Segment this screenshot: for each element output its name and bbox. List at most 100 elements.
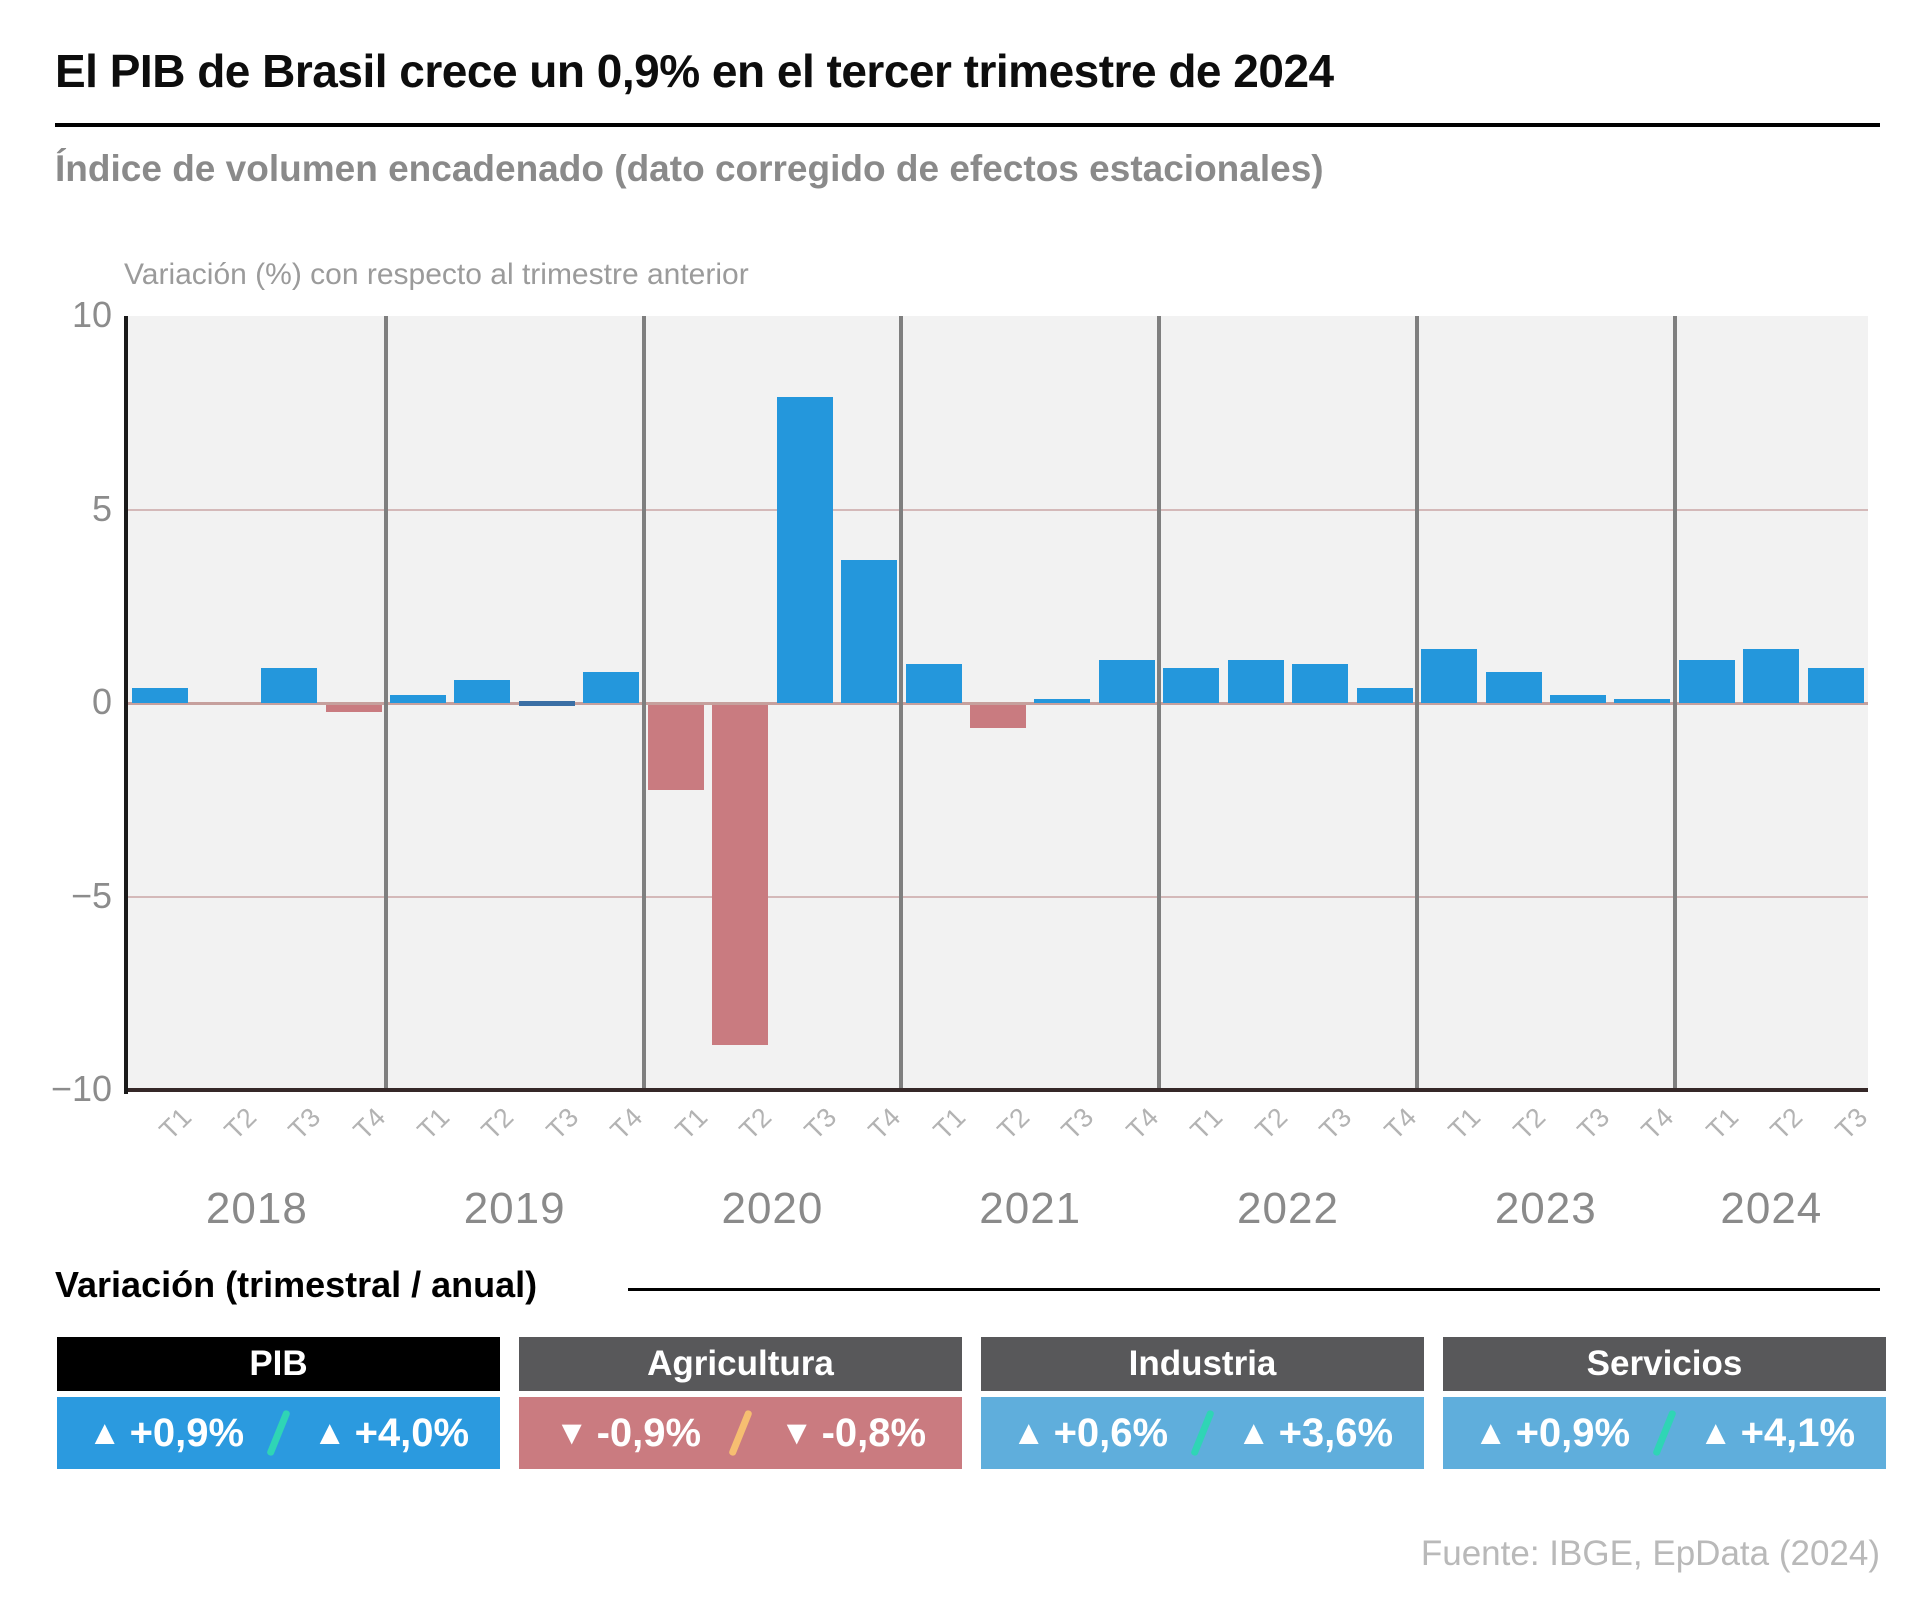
x-tick-2020-T2: T2 bbox=[733, 1102, 778, 1146]
legend-card-pib: PIB ▲ +0,9% ▲ +4,0% bbox=[57, 1337, 500, 1469]
x-tick-2022-T4: T4 bbox=[1378, 1102, 1422, 1146]
slash-separator-icon bbox=[1652, 1409, 1677, 1457]
industria-annual-value: +3,6% bbox=[1278, 1410, 1394, 1455]
agricultura-annual-value: -0,8% bbox=[821, 1410, 927, 1455]
x-tick-2019-T1: T1 bbox=[411, 1102, 456, 1146]
bar-2021-T3 bbox=[1034, 699, 1091, 703]
agricultura-quarterly-change: ▼ -0,9% bbox=[555, 1411, 701, 1456]
bar-2021-T1 bbox=[905, 664, 962, 703]
servicios-annual-change: ▲ +4,1% bbox=[1699, 1411, 1855, 1456]
legend-card-header-servicios: Servicios bbox=[1443, 1337, 1886, 1391]
legend-card-servicios: Servicios ▲ +0,9% ▲ +4,1% bbox=[1443, 1337, 1886, 1469]
down-triangle-icon: ▼ bbox=[779, 1414, 814, 1452]
agricultura-quarterly-value: -0,9% bbox=[596, 1410, 702, 1455]
slash-separator-icon bbox=[266, 1409, 291, 1457]
servicios-quarterly-value: +0,9% bbox=[1515, 1410, 1631, 1455]
up-triangle-icon: ▲ bbox=[87, 1414, 122, 1452]
y-tick--5: −5 bbox=[70, 874, 112, 916]
legend-title: Variación (trimestral / anual) bbox=[55, 1264, 538, 1305]
x-tick-2021-T2: T2 bbox=[991, 1102, 1036, 1146]
industria-quarterly-change: ▲ +0,6% bbox=[1012, 1411, 1168, 1456]
legend-card-header-pib: PIB bbox=[57, 1337, 500, 1391]
bar-2021-T2 bbox=[970, 704, 1026, 728]
bar-2022-T4 bbox=[1356, 687, 1413, 703]
legend-card-industria: Industria ▲ +0,6% ▲ +3,6% bbox=[981, 1337, 1424, 1469]
y-tick-10: 10 bbox=[71, 294, 112, 335]
year-separator bbox=[641, 316, 646, 1090]
slash-separator-icon bbox=[728, 1409, 753, 1457]
page-title: El PIB de Brasil crece un 0,9% en el ter… bbox=[55, 45, 1334, 97]
y-axis-line bbox=[124, 316, 128, 1094]
legend-card-agricultura: Agricultura ▼ -0,9% ▼ -0,8% bbox=[519, 1337, 962, 1469]
servicios-quarterly-change: ▲ +0,9% bbox=[1474, 1411, 1630, 1456]
bar-2020-T2 bbox=[712, 704, 769, 1046]
page-subtitle: Índice de volumen encadenado (dato corre… bbox=[55, 148, 1324, 189]
x-tick-2018-T3: T3 bbox=[282, 1102, 327, 1146]
x-tick-2019-T3: T3 bbox=[540, 1102, 585, 1146]
bar-2018-T4 bbox=[325, 704, 382, 713]
source-credit: Fuente: IBGE, EpData (2024) bbox=[1420, 1534, 1880, 1573]
x-tick-2023-T2: T2 bbox=[1507, 1102, 1551, 1146]
year-separator bbox=[899, 316, 904, 1090]
pib-annual-value: +4,0% bbox=[354, 1410, 470, 1455]
slash-separator-icon bbox=[1190, 1409, 1215, 1457]
bar-2018-T3 bbox=[261, 668, 318, 703]
x-tick-2023-T1: T1 bbox=[1442, 1102, 1487, 1146]
agricultura-annual-change: ▼ -0,8% bbox=[780, 1411, 926, 1456]
x-tick-2024-T1: T1 bbox=[1700, 1102, 1745, 1146]
year-separator bbox=[383, 316, 388, 1090]
bar-2023-T2 bbox=[1485, 672, 1542, 703]
legend-card-values-servicios: ▲ +0,9% ▲ +4,1% bbox=[1443, 1397, 1886, 1469]
down-triangle-icon: ▼ bbox=[554, 1414, 589, 1452]
bar-2023-T4 bbox=[1614, 699, 1671, 703]
x-tick-2018-T4: T4 bbox=[347, 1102, 391, 1146]
bar-chart-plot-area bbox=[128, 316, 1868, 1092]
gridline-5 bbox=[128, 508, 1868, 511]
x-tick-2018-T2: T2 bbox=[218, 1102, 262, 1146]
x-tick-2020-T1: T1 bbox=[669, 1102, 713, 1146]
pib-quarterly-change: ▲ +0,9% bbox=[88, 1411, 244, 1456]
legend-card-header-agricultura: Agricultura bbox=[519, 1337, 962, 1391]
bar-2022-T1 bbox=[1163, 668, 1220, 703]
year-label-2018: 2018 bbox=[205, 1184, 308, 1233]
year-label-2021: 2021 bbox=[979, 1184, 1082, 1233]
bar-2020-T1 bbox=[647, 704, 704, 790]
legend-card-values-industria: ▲ +0,6% ▲ +3,6% bbox=[981, 1397, 1424, 1469]
year-label-2022: 2022 bbox=[1237, 1184, 1339, 1233]
bar-2021-T4 bbox=[1098, 660, 1155, 703]
title-divider bbox=[55, 123, 1880, 127]
bar-2019-T3 bbox=[518, 701, 575, 706]
bar-2024-T2 bbox=[1743, 648, 1800, 703]
bar-2018-T1 bbox=[132, 687, 189, 703]
year-label-2019: 2019 bbox=[463, 1184, 566, 1233]
x-tick-2019-T4: T4 bbox=[605, 1102, 649, 1146]
x-tick-2024-T3: T3 bbox=[1829, 1102, 1873, 1146]
bar-2024-T1 bbox=[1678, 660, 1735, 703]
x-tick-2023-T4: T4 bbox=[1636, 1102, 1680, 1146]
year-separator bbox=[1414, 316, 1419, 1090]
x-tick-2022-T2: T2 bbox=[1249, 1102, 1293, 1146]
industria-annual-change: ▲ +3,6% bbox=[1237, 1411, 1393, 1456]
bar-2022-T2 bbox=[1227, 660, 1284, 703]
gridline--5 bbox=[128, 895, 1868, 898]
industria-quarterly-value: +0,6% bbox=[1053, 1410, 1169, 1455]
bar-2022-T3 bbox=[1292, 664, 1349, 703]
up-triangle-icon: ▲ bbox=[1236, 1414, 1271, 1452]
x-tick-2024-T2: T2 bbox=[1765, 1102, 1809, 1146]
x-tick-2020-T3: T3 bbox=[798, 1102, 842, 1146]
pib-annual-change: ▲ +4,0% bbox=[313, 1411, 469, 1456]
x-axis-line bbox=[128, 1088, 1868, 1092]
x-tick-2018-T1: T1 bbox=[153, 1102, 198, 1146]
pib-quarterly-value: +0,9% bbox=[129, 1410, 245, 1455]
year-separator bbox=[1157, 316, 1162, 1090]
zero-gridline bbox=[128, 701, 1868, 705]
up-triangle-icon: ▲ bbox=[1698, 1414, 1733, 1452]
bar-2019-T1 bbox=[390, 695, 446, 703]
x-tick-2021-T4: T4 bbox=[1120, 1102, 1165, 1146]
servicios-annual-value: +4,1% bbox=[1740, 1410, 1856, 1455]
x-tick-2023-T3: T3 bbox=[1571, 1102, 1616, 1146]
bar-2020-T3 bbox=[776, 397, 833, 703]
legend-divider bbox=[628, 1288, 1880, 1291]
y-tick-5: 5 bbox=[91, 487, 112, 529]
